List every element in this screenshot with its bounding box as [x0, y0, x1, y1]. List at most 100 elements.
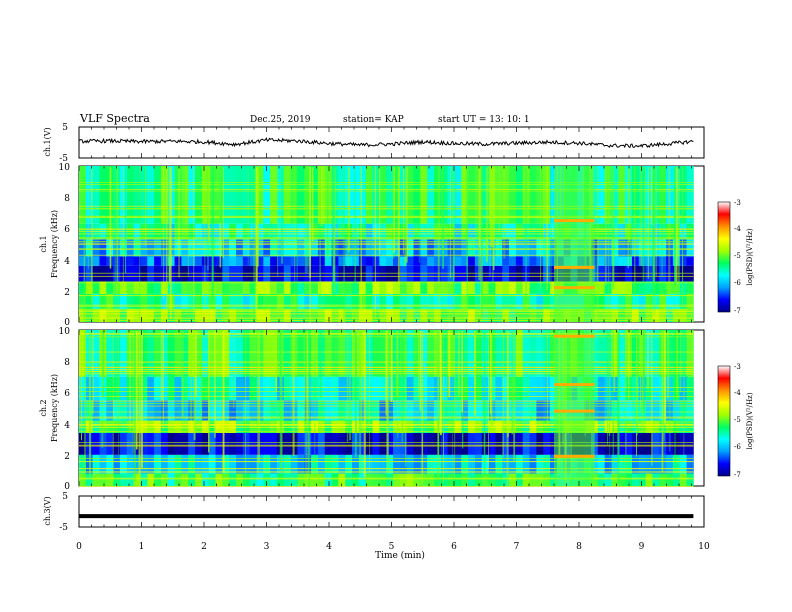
spectrogram-cell — [440, 454, 449, 474]
spectrogram-cell — [113, 454, 121, 474]
spectrogram-streak — [207, 167, 210, 241]
spectrogram-line — [79, 485, 694, 487]
spectrogram-streak — [321, 167, 323, 227]
spectrogram-cell — [174, 400, 182, 421]
ch3-wave-ytick: -5 — [59, 523, 68, 533]
spectrogram-cell — [550, 309, 558, 322]
spectrogram-cell — [454, 293, 462, 310]
spectrogram-cell — [358, 309, 367, 322]
spectrogram-cell — [119, 432, 128, 455]
spectrogram-cell — [331, 281, 339, 294]
spectrogram-line — [79, 243, 694, 245]
spectrogram-cell — [126, 166, 135, 224]
spectrogram-cell — [597, 265, 606, 282]
spectrogram-streak — [306, 331, 309, 424]
spectrogram-cell — [604, 473, 612, 486]
spectrogram-cell — [215, 281, 223, 294]
spectrogram-streak — [83, 167, 86, 320]
spectrogram-cell — [461, 256, 469, 266]
spectrogram-cell — [365, 473, 373, 486]
spectrogram-cell — [679, 309, 687, 322]
spectrogram-cell — [529, 239, 537, 257]
spectrogram-cell — [324, 265, 332, 282]
spectrogram-streak — [442, 167, 444, 269]
spectrogram-cell — [154, 454, 162, 474]
spectrogram-cell — [283, 432, 292, 455]
spectrogram-cell — [468, 420, 476, 433]
spectrogram-streak — [617, 331, 620, 485]
spectrogram-cell — [645, 473, 653, 486]
spectrogram-cell — [358, 265, 367, 282]
spectrogram-cell — [208, 454, 216, 474]
spectrogram-cell — [393, 281, 401, 294]
spectrogram-cell — [79, 400, 87, 421]
spectrogram-cell — [249, 376, 257, 401]
spectrogram-cell — [447, 293, 455, 310]
spectrogram-cell — [502, 281, 510, 294]
spectrogram-cell — [536, 473, 544, 486]
spectrogram-streak — [314, 331, 316, 477]
spectrogram-cell — [672, 281, 681, 294]
spectrogram-cell — [386, 420, 394, 433]
spectrogram-cell — [433, 309, 442, 322]
spectrogram-cell — [618, 256, 626, 266]
spectrogram-cell — [147, 309, 155, 322]
spectrogram-cell — [345, 473, 353, 486]
spectrogram-cell — [290, 265, 298, 282]
spectrogram-cell — [597, 166, 606, 224]
spectrogram-cell — [331, 420, 339, 433]
spectrogram-line — [79, 308, 694, 310]
spectrogram-cell — [393, 265, 401, 282]
spectrogram-cell — [365, 293, 373, 310]
spectrogram-streak — [625, 331, 627, 483]
spectrogram-streak — [178, 167, 180, 278]
spectrogram-cell — [331, 330, 339, 377]
spectrogram-cell — [276, 265, 285, 282]
spectrogram-cell — [406, 432, 414, 455]
spectrogram-cell — [304, 239, 312, 257]
spectrogram-cell — [263, 309, 271, 322]
spectrogram-cell — [509, 432, 517, 455]
spectrogram-cell — [352, 454, 360, 474]
spectrogram-cell — [99, 400, 107, 421]
spectrogram-cell — [393, 293, 401, 310]
spectrogram-streak — [88, 331, 92, 478]
spectrogram-line — [79, 391, 694, 392]
spectrogram-cell — [427, 376, 435, 401]
spectrogram-streak — [360, 331, 363, 428]
spectrogram-cell — [188, 454, 196, 474]
spectrogram-cell — [529, 281, 537, 294]
spectrogram-cell — [427, 309, 435, 322]
spectrogram-cell — [106, 330, 114, 377]
spectrogram-cell — [215, 420, 223, 433]
spectrogram-cell — [461, 293, 469, 310]
spectrogram-streak — [443, 331, 444, 484]
spectrogram-cell — [358, 432, 367, 455]
spectrogram-streak — [87, 167, 89, 270]
spectrogram-cell — [317, 376, 326, 401]
spectrogram-cell — [666, 256, 674, 266]
spectrogram-cell — [454, 420, 462, 433]
spectrogram-cell — [672, 309, 681, 322]
spectrogram-cell — [201, 376, 210, 401]
colorbar-ch1 — [717, 201, 731, 313]
spectrogram-cell — [536, 256, 544, 266]
spectrogram-cell — [625, 420, 633, 433]
spectrogram-cell — [645, 256, 653, 266]
spectrogram-cell — [597, 432, 606, 455]
spectrogram-cell — [597, 376, 606, 401]
spectrogram-cell — [447, 281, 455, 294]
spectrogram-cell — [345, 293, 353, 310]
spectrogram-cell — [420, 330, 428, 377]
spectrogram-cell — [502, 309, 510, 322]
spectrogram-cell — [119, 473, 128, 486]
spectrogram-cell — [99, 166, 107, 224]
spectrogram-cell — [79, 281, 87, 294]
spectrogram-cell — [140, 256, 148, 266]
spectrogram-cell — [597, 281, 606, 294]
spectrogram-cell — [160, 239, 169, 257]
spectrogram-cell — [597, 330, 606, 377]
spectrogram-cell — [154, 376, 162, 401]
spectrogram-streak — [374, 167, 377, 319]
spectrogram-streak — [140, 331, 143, 468]
